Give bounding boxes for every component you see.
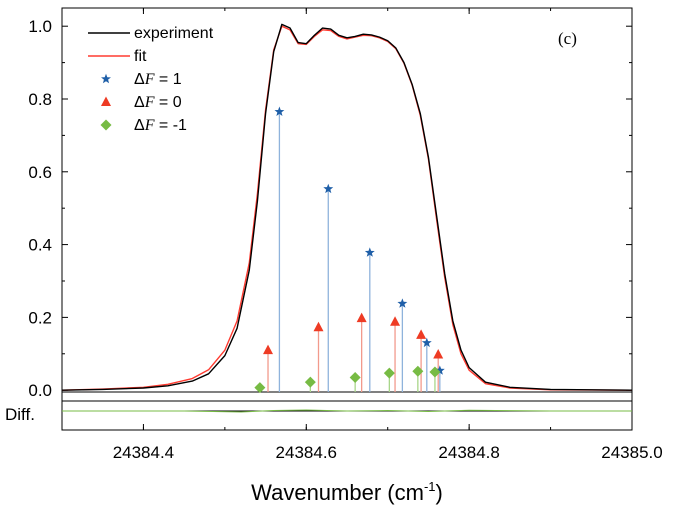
legend-value: = 0 (154, 94, 181, 111)
marker-dF1 (421, 337, 432, 348)
marker-dFm1 (383, 367, 395, 379)
x-tick-label: 24384.6 (276, 443, 337, 462)
marker-dF1 (323, 183, 334, 194)
panel-label: (c) (558, 29, 577, 48)
marker-dF0 (356, 312, 367, 323)
residual-line (62, 409, 632, 413)
legend-swatch-dFm1 (100, 119, 112, 131)
residual-panel (62, 409, 632, 413)
x-axis-title: Wavenumber (cm-1) (251, 479, 443, 505)
marker-dF1 (364, 247, 375, 257)
tick-labels: 0.0 0.2 0.4 0.6 0.8 1.0 24384.4 24384.6 24384.8 2… (28, 17, 662, 462)
legend-label-fit: fit (134, 48, 147, 65)
x-axis-title-sup: -1 (424, 479, 436, 494)
legend-delta: Δ (134, 117, 145, 134)
marker-dFm1 (349, 371, 361, 383)
spectrum-lines (61, 23, 633, 391)
legend-f: F (144, 71, 155, 88)
marker-dF1 (274, 106, 285, 116)
x-tick-label: 24385.0 (601, 443, 662, 462)
legend-swatch-dF0 (101, 96, 111, 106)
marker-dF0 (433, 349, 444, 359)
marker-dFm1 (304, 376, 316, 388)
y-tick-label: 0.6 (28, 163, 52, 182)
diff-label: Diff. (5, 405, 35, 424)
legend-value: = -1 (154, 117, 187, 134)
y-tick-label: 0.8 (28, 90, 52, 109)
series-experiment (61, 23, 633, 391)
marker-dF1 (397, 298, 408, 308)
marker-dF0 (416, 329, 427, 339)
legend-delta: Δ (134, 71, 145, 88)
legend-value: = 1 (154, 71, 181, 88)
legend-label-dFm1: ΔF = -1 (134, 117, 187, 134)
marker-dF1 (434, 365, 445, 375)
x-tick-label: 24384.8 (438, 443, 499, 462)
marker-dF0 (313, 321, 324, 332)
y-tick-label: 0.2 (28, 308, 52, 327)
x-axis-title-main: Wavenumber (cm (251, 480, 424, 505)
stick-markers (254, 106, 445, 394)
x-axis-title-end: ) (436, 480, 443, 505)
marker-dF0 (390, 316, 401, 326)
legend-f: F (144, 94, 155, 111)
legend-f: F (144, 117, 155, 134)
plot-border (61, 7, 633, 431)
marker-dF0 (263, 344, 274, 355)
stick-spectra (259, 111, 441, 392)
marker-dFm1 (254, 382, 266, 394)
legend-label-dF1: ΔF = 1 (134, 71, 182, 88)
legend-swatch-dF1 (101, 73, 111, 84)
y-tick-label: 1.0 (28, 17, 52, 36)
y-tick-label: 0.0 (28, 381, 52, 400)
x-tick-label: 24384.4 (113, 443, 174, 462)
y-tick-label: 0.4 (28, 236, 52, 255)
marker-dFm1 (412, 365, 424, 377)
marker-dFm1 (429, 366, 441, 378)
legend-label-dF0: ΔF = 0 (134, 94, 182, 111)
legend-delta: Δ (134, 94, 145, 111)
legend-label-experiment: experiment (134, 25, 214, 42)
